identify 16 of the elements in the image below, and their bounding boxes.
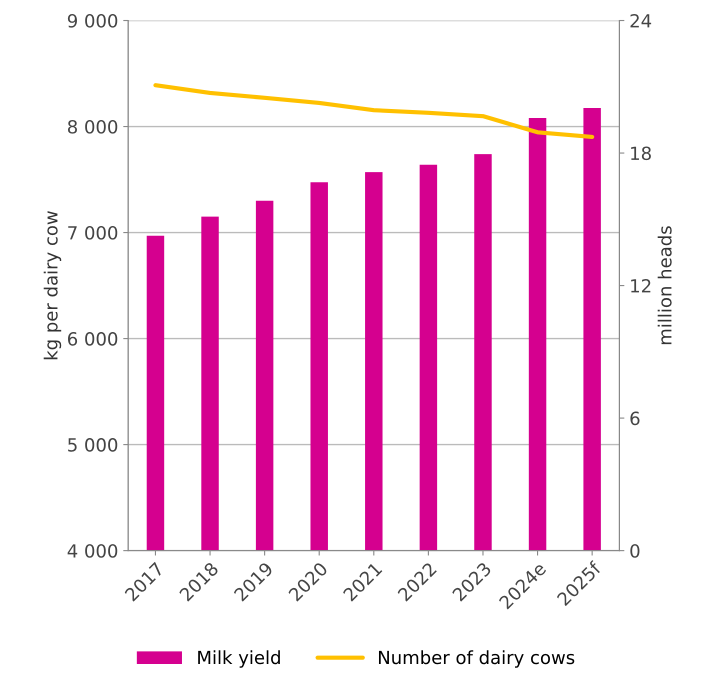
- legend-label: Milk yield: [198, 650, 280, 668]
- y-axis-title: kg per dairy cow: [44, 211, 62, 360]
- y2-tick-label: 0: [630, 544, 640, 558]
- y-tick-label: 5 000: [68, 438, 118, 452]
- y-tick-label: 9 000: [68, 14, 118, 28]
- y-tick-label: 6 000: [68, 332, 118, 346]
- y-tick-label: 8 000: [68, 120, 118, 134]
- y2-tick-label: 12: [631, 279, 650, 292]
- y2-tick-label: 18: [631, 146, 651, 160]
- legend-label: Number of dairy cows: [378, 650, 574, 668]
- line-series: [153, 83, 594, 140]
- y-tick-label: 7 000: [68, 226, 118, 240]
- y2-axis-title: million heads: [658, 226, 672, 344]
- y2-tick-label: 24: [630, 14, 652, 28]
- y-tick-label: 4 000: [68, 544, 118, 558]
- y2-tick-label: 6: [630, 412, 640, 426]
